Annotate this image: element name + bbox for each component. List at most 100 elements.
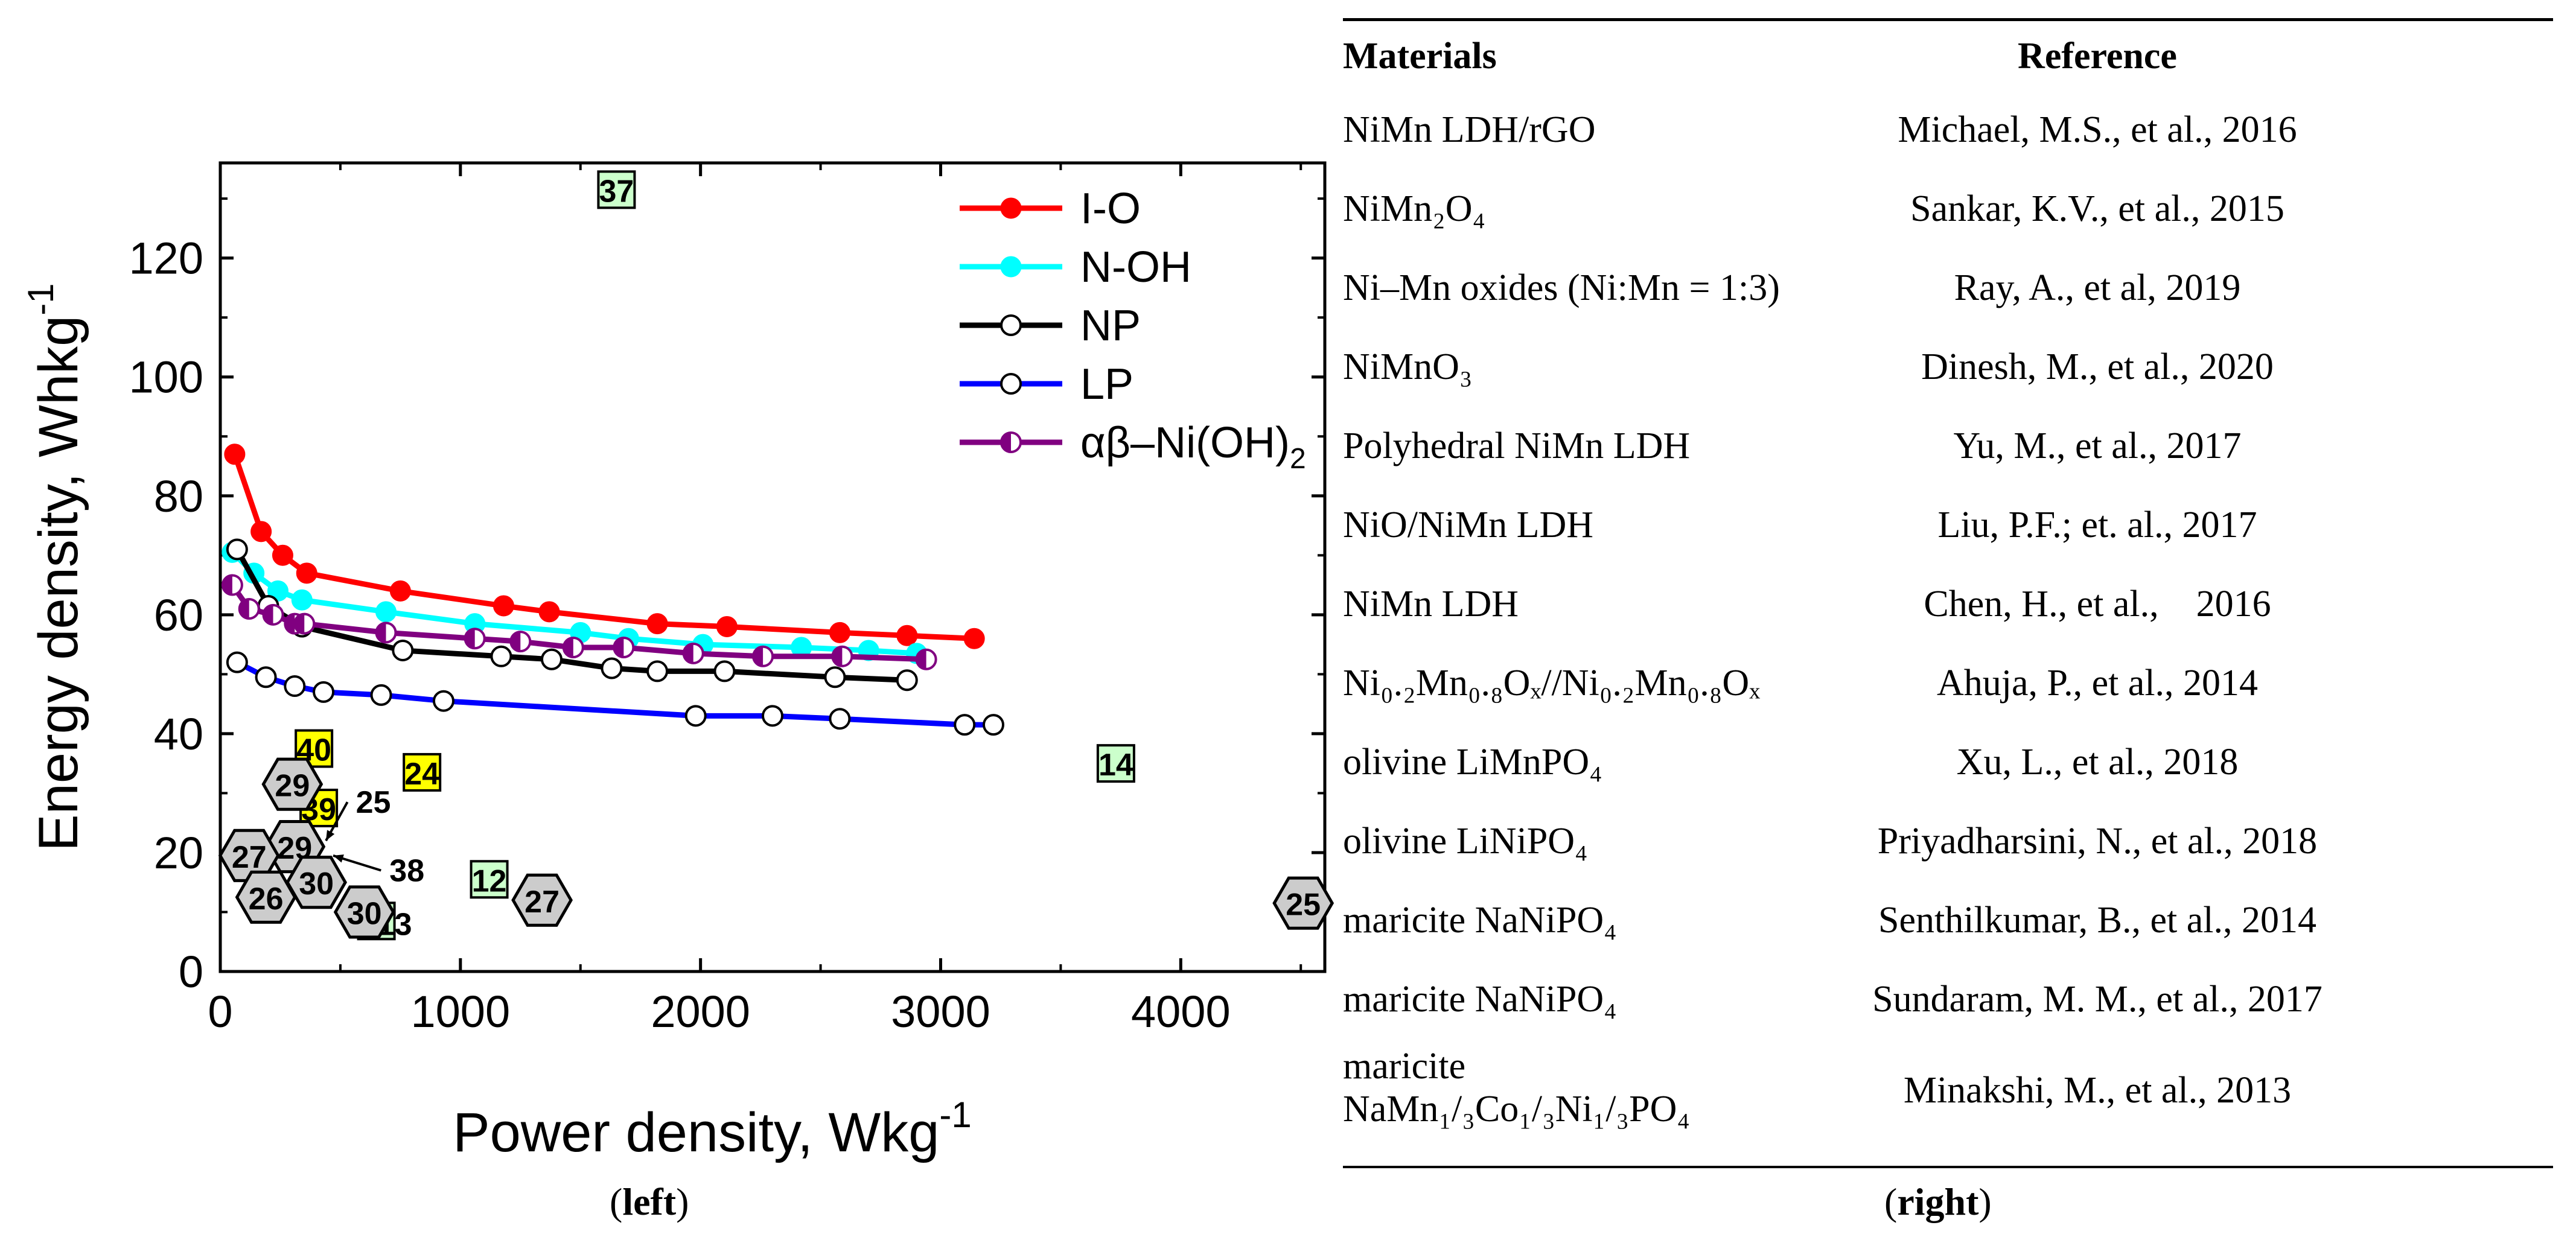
y-axis-title: Energy density, Whkg-1 [21, 283, 89, 851]
reference-cell: Dinesh, M., et al., 2020 [1921, 346, 2274, 387]
data-point [250, 521, 272, 542]
series-2 [222, 541, 928, 664]
data-point [238, 597, 260, 620]
data-point [684, 705, 707, 727]
data-point [291, 589, 313, 611]
data-point [682, 642, 704, 664]
marker-fill-half [239, 599, 249, 618]
series-1 [224, 444, 985, 649]
data-point [375, 601, 397, 623]
ref-square [1096, 744, 1135, 783]
data-point [226, 651, 248, 673]
right-caption: (right) [1884, 1180, 1992, 1223]
reference-cell: Minakshi, M., et al., 2013 [1903, 1070, 2292, 1111]
reference-cell: Xu, L., et al., 2018 [1956, 742, 2239, 783]
ref-marker-38: 38 [333, 854, 424, 889]
legend-label: NP [1080, 302, 1141, 350]
data-point [716, 616, 738, 638]
legend-item-5: αβ–Ni(OH)2 [960, 419, 1306, 475]
plot-frame [218, 161, 1327, 973]
data-point [613, 637, 635, 659]
marker-fill-half [376, 623, 386, 643]
ref-label: 12 [472, 863, 507, 898]
data-point [601, 657, 623, 679]
ref-hexagon [1272, 876, 1334, 930]
data-point [831, 645, 853, 667]
y-axis-title-text: Energy density, Whkg [28, 316, 89, 851]
data-point [562, 637, 584, 659]
x-tick-label: 2000 [651, 987, 750, 1037]
ref-label: 26 [249, 882, 284, 917]
y-tick-label: 120 [129, 234, 203, 284]
material-name: maricite NaNiPO₄ [1343, 900, 1617, 941]
table-top-rule [1343, 18, 2553, 21]
marker-fill-half [295, 614, 305, 634]
y-tick-label: 60 [154, 590, 203, 640]
ref-marker-26: 26 [235, 870, 297, 924]
ref-square [597, 170, 636, 209]
legend-label: αβ–Ni(OH)2 [1080, 419, 1306, 475]
series-5 [221, 574, 937, 670]
y-tick-label: 0 [179, 947, 203, 997]
x-axis-title-superscript: -1 [939, 1095, 971, 1135]
marker-fill-half [222, 575, 232, 595]
ref-hexagon [333, 885, 395, 939]
reference-cell: Sundaram, M. M., et al., 2017 [1872, 979, 2323, 1020]
marker-fill-half [465, 629, 475, 649]
x-axis-title: Power density, Wkg-1 [453, 1095, 971, 1163]
material-cell: maricite NaNiPO₄ [1343, 899, 1617, 942]
data-point [983, 714, 1004, 736]
data-point [713, 660, 736, 682]
legend-item-3: NP [960, 302, 1141, 350]
material-name: olivine LiNiPO₄ [1343, 821, 1588, 862]
data-point [226, 538, 248, 561]
marker-fill-half [1001, 433, 1011, 452]
y-tick-label: 40 [154, 709, 203, 759]
data-point [954, 714, 976, 736]
reference-cell: Ray, A., et al, 2019 [1954, 267, 2241, 308]
data-point [541, 648, 563, 670]
ref-arrow-head [333, 854, 344, 863]
y-tick-label: 80 [154, 471, 203, 521]
data-point [915, 648, 937, 670]
ref-label: 25 [1286, 888, 1321, 923]
marker-fill-half [285, 614, 295, 634]
data-point [370, 684, 392, 706]
ref-marker-27: 27 [511, 873, 573, 927]
material-cell: NiMnO₃ [1343, 346, 1473, 389]
ref-marker-12: 12 [470, 860, 509, 899]
ref-marker-25: 25 [325, 785, 391, 842]
legend: I-O N-OH NP LP αβ–Ni(OH)2 [960, 185, 1306, 475]
data-point [255, 666, 277, 688]
legend-marker [1000, 197, 1022, 219]
data-point [296, 562, 317, 584]
marker-fill-half [753, 646, 764, 666]
ref-label: 25 [356, 785, 391, 820]
marker-fill-half [683, 643, 693, 663]
right-caption-text: right [1897, 1180, 1979, 1223]
ref-marker-25: 25 [1272, 876, 1334, 930]
data-point [646, 660, 669, 682]
material-cell: olivine LiNiPO₄ [1343, 820, 1588, 863]
material-cell: Ni₀.₂Mn₀.₈Oₓ//Ni₀.₂Mn₀.₈Oₓ [1343, 662, 1760, 705]
ref-label: 29 [275, 769, 310, 804]
ref-marker-27: 27 [218, 828, 280, 882]
ref-label: 30 [299, 867, 334, 902]
y-tick-label: 100 [129, 352, 203, 402]
reference-cell: Chen, H., et al., 2016 [1924, 584, 2271, 625]
ref-marker-29: 29 [261, 757, 324, 811]
material-cell: olivine LiMnPO₄ [1343, 741, 1602, 784]
reference-cell: Sankar, K.V., et al., 2015 [1910, 188, 2284, 229]
ref-label: 30 [347, 896, 382, 931]
ref-marker-24: 24 [403, 752, 442, 792]
data-point [267, 580, 289, 602]
ref-label: 37 [599, 174, 634, 209]
marker-fill-half [563, 638, 573, 658]
marker-fill-half [511, 632, 521, 652]
material-name: NiMn₂O₄ [1343, 188, 1486, 229]
data-point [490, 645, 512, 667]
marker-fill-half [832, 646, 843, 666]
legend-label: I-O [1080, 185, 1141, 233]
marker-fill-half [263, 605, 273, 625]
reference-cell: Senthilkumar, B., et al., 2014 [1878, 900, 2316, 941]
